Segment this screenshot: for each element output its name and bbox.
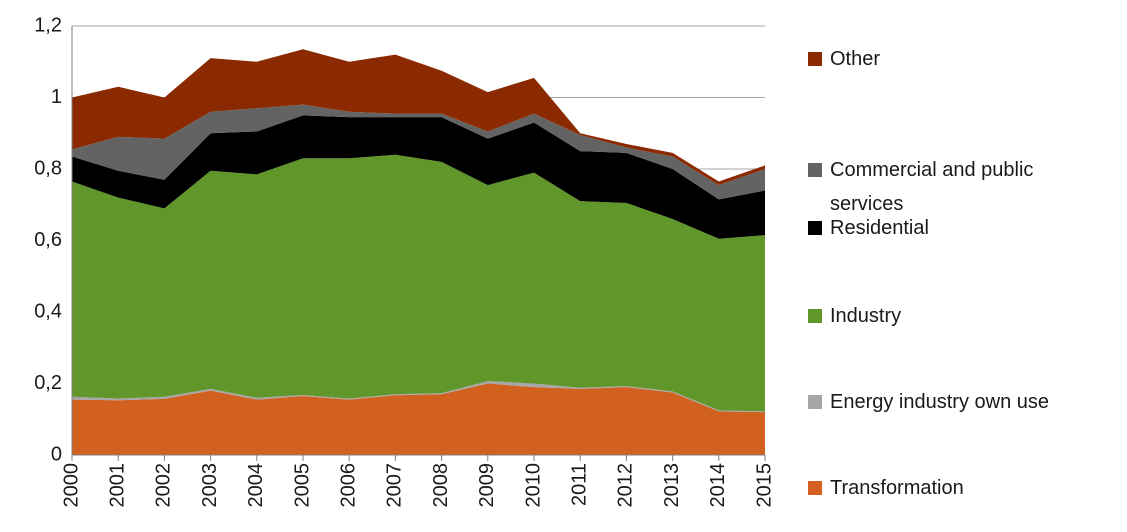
legend-swatch (808, 309, 822, 323)
legend-swatch (808, 163, 822, 177)
legend-label: Commercial and public services (830, 159, 1034, 215)
x-tick-label: 2004 (245, 463, 267, 508)
x-tick-label: 2008 (430, 463, 452, 508)
area (72, 104, 765, 200)
area (72, 383, 765, 455)
x-tick-label: 2006 (337, 463, 359, 508)
legend-label: Transformation (830, 477, 964, 499)
y-tick-label: 0,2 (34, 372, 62, 394)
x-tick-label: 2001 (106, 463, 128, 508)
legend-label: Energy industry own use (830, 391, 1050, 413)
y-tick-label: 0,4 (34, 300, 62, 322)
legend-label: Industry (830, 305, 902, 327)
x-tick-label: 2002 (153, 463, 175, 508)
y-tick-label: 1,2 (34, 14, 62, 36)
legend-swatch (808, 395, 822, 409)
legend-swatch (808, 52, 822, 66)
x-tick-label: 2012 (615, 463, 637, 508)
legend-item: Energy industry own use (808, 385, 1108, 419)
x-tick-label: 2003 (199, 463, 221, 508)
legend-item: Residential (808, 211, 1108, 245)
legend-item: Other (808, 42, 1108, 76)
x-tick-label: 2005 (291, 463, 313, 508)
legend-item: Transformation (808, 471, 1108, 505)
area (72, 49, 765, 186)
area (72, 115, 765, 239)
legend-swatch (808, 221, 822, 235)
x-tick-label: 2010 (522, 463, 544, 508)
x-tick-label: 2011 (568, 463, 590, 506)
legend-item: Industry (808, 299, 1108, 333)
legend-label: Other (830, 48, 881, 70)
x-tick-label: 2013 (661, 463, 683, 508)
x-tick-label: 2014 (707, 463, 729, 508)
area (72, 154, 765, 412)
legend-swatch (808, 481, 822, 495)
x-tick-label: 2009 (476, 463, 498, 508)
y-tick-label: 1 (51, 86, 62, 108)
legend-item: Commercial and public services (808, 153, 1108, 221)
y-tick-label: 0 (51, 443, 62, 465)
x-tick-label: 2000 (60, 463, 82, 508)
x-tick-label: 2007 (384, 463, 406, 508)
x-tick-label: 2015 (753, 463, 775, 508)
legend-label: Residential (830, 217, 929, 239)
y-tick-label: 0,6 (34, 229, 62, 251)
y-tick-label: 0,8 (34, 157, 62, 179)
